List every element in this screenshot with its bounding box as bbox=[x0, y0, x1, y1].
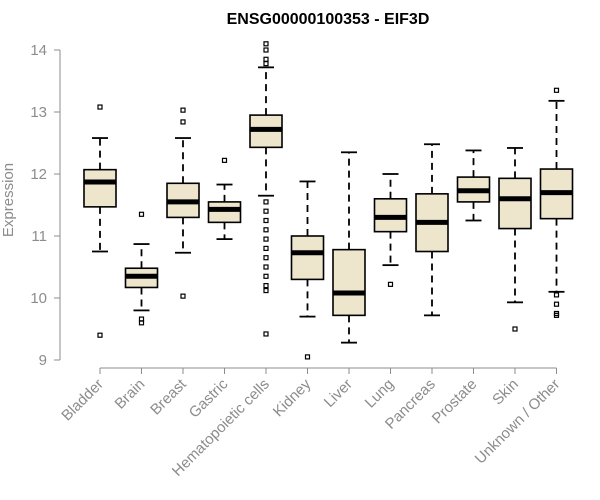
outlier-point bbox=[263, 287, 269, 294]
outlier-point bbox=[138, 211, 145, 217]
y-axis-label: Expression bbox=[0, 163, 17, 237]
outlier-point bbox=[387, 281, 394, 287]
x-tick-label: Skin bbox=[489, 376, 522, 409]
outlier-point bbox=[180, 119, 186, 125]
outlier-point bbox=[263, 199, 269, 205]
outlier-point bbox=[263, 227, 269, 233]
y-axis: 9 10 11 12 13 14 bbox=[30, 42, 61, 369]
outlier-point bbox=[263, 61, 269, 67]
box bbox=[83, 168, 117, 208]
outlier-point bbox=[553, 301, 560, 307]
outlier-point bbox=[263, 56, 269, 62]
y-tick-label: 13 bbox=[30, 104, 47, 121]
box bbox=[332, 248, 366, 317]
outlier-point bbox=[512, 326, 518, 332]
y-tick-label: 10 bbox=[30, 290, 47, 307]
outlier-point bbox=[263, 273, 269, 279]
x-tick-label: Bladder bbox=[58, 376, 107, 425]
outlier-point bbox=[553, 87, 560, 93]
outlier-point bbox=[263, 236, 269, 242]
box-group bbox=[332, 151, 366, 344]
outlier-point bbox=[263, 41, 269, 47]
box-group bbox=[166, 107, 200, 299]
box-group bbox=[249, 41, 283, 337]
outlier-point bbox=[138, 320, 145, 326]
outlier-point bbox=[263, 255, 269, 261]
outlier-point bbox=[180, 293, 186, 299]
x-tick-label: Prostate bbox=[429, 376, 481, 428]
box-group bbox=[539, 87, 574, 318]
outlier-point bbox=[97, 104, 103, 110]
y-tick-label: 12 bbox=[30, 166, 47, 183]
outlier-point bbox=[263, 208, 269, 214]
box-group bbox=[83, 104, 117, 338]
x-tick-label: Kidney bbox=[270, 375, 315, 420]
x-tick-label: Liver bbox=[321, 376, 356, 411]
box-group bbox=[456, 149, 491, 222]
outlier-point bbox=[221, 157, 228, 163]
outlier-point bbox=[180, 107, 186, 113]
outlier-point bbox=[263, 245, 269, 251]
outlier-point bbox=[553, 312, 560, 318]
outlier-point bbox=[263, 331, 269, 337]
y-tick-label: 14 bbox=[30, 42, 47, 59]
outlier-point bbox=[263, 47, 269, 53]
outlier-point bbox=[263, 283, 269, 289]
outlier-point bbox=[304, 354, 311, 360]
box-group bbox=[290, 180, 325, 360]
box bbox=[207, 201, 242, 224]
x-tick-label: Breast bbox=[147, 375, 190, 418]
box-group bbox=[373, 173, 408, 287]
box-group bbox=[415, 143, 449, 317]
x-tick-label: Lung bbox=[362, 376, 398, 412]
outlier-point bbox=[263, 217, 269, 224]
box-group bbox=[498, 147, 532, 332]
plot-area bbox=[83, 41, 574, 360]
outlier-point bbox=[97, 332, 103, 338]
x-tick-label: Brain bbox=[112, 376, 149, 413]
box-group bbox=[207, 157, 242, 241]
outlier-point bbox=[553, 292, 560, 298]
box bbox=[498, 177, 532, 230]
box bbox=[290, 235, 325, 281]
y-tick-label: 11 bbox=[31, 228, 47, 245]
outlier-point bbox=[263, 264, 269, 270]
y-tick-label: 9 bbox=[39, 352, 47, 369]
chart-title: ENSG00000100353 - EIF3D bbox=[227, 11, 430, 28]
box-group bbox=[124, 211, 159, 326]
